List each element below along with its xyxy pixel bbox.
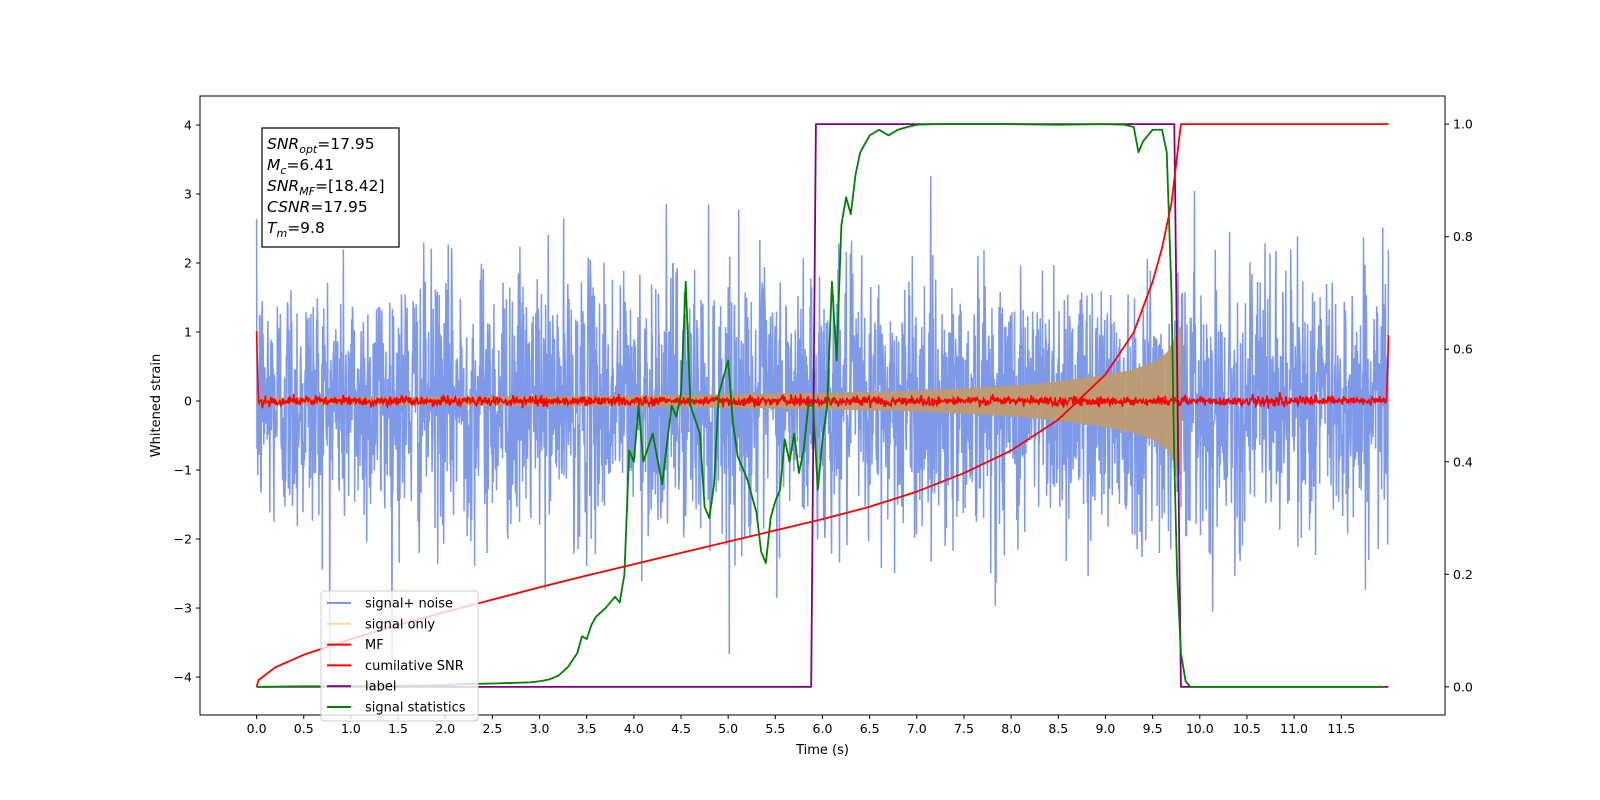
annotation-line: Mc=6.41 [267,156,334,177]
y2-tick-label: 0.6 [1453,342,1473,357]
x-tick-label: 3.0 [530,721,550,736]
y-tick-label: 4 [184,117,192,132]
legend-entry-label: signal+ noise [365,597,453,612]
annotation-line: SNRMF=[18.42] [267,177,385,198]
legend-entry-label: signal only [365,617,435,632]
annotation-box-frame [261,127,400,248]
x-tick-label: 8.0 [1001,721,1021,736]
legend-entry-label: label [365,680,396,695]
y-tick-label: −2 [174,532,192,547]
x-tick-label: 5.0 [718,721,738,736]
x-tick-label: 1.0 [341,721,361,736]
x-tick-label: 3.5 [577,721,597,736]
x-tick-label: 0.0 [247,721,267,736]
y-tick-label: 1 [184,325,192,340]
x-tick-label: 7.5 [954,721,974,736]
stats-annotation-box: SNRopt=17.95Mc=6.41SNRMF=[18.42]CSNR=17.… [261,127,400,248]
x-tick-label: 4.5 [671,721,691,736]
legend-entry-label: signal statistics [365,701,466,716]
legend-entry-label: MF [365,638,384,653]
y-axis-label: Whitened strain [149,354,164,457]
x-tick-label: 10.5 [1233,721,1261,736]
x-tick-label: 11.5 [1327,721,1355,736]
legend-entry-label: cumilative SNR [365,659,464,674]
x-tick-label: 7.0 [907,721,927,736]
y-tick-label: −1 [174,463,192,478]
y2-tick-label: 0.2 [1453,567,1473,582]
x-tick-label: 8.5 [1048,721,1068,736]
annotation-line: Tm=9.8 [267,219,325,240]
x-tick-label: 2.5 [482,721,502,736]
x-tick-label: 6.5 [860,721,880,736]
x-tick-label: 5.5 [765,721,785,736]
x-tick-label: 0.5 [294,721,314,736]
annotation-line: CSNR=17.95 [267,198,368,216]
y2-tick-label: 0.4 [1453,454,1473,469]
x-axis-label: Time (s) [795,743,849,758]
x-tick-label: 10.0 [1186,721,1214,736]
x-tick-label: 1.5 [388,721,408,736]
x-tick-label: 11.0 [1280,721,1308,736]
legend-frame [320,590,479,722]
y-tick-label: 2 [184,255,192,270]
y2-tick-label: 0.8 [1453,229,1473,244]
y-tick-label: −4 [174,670,192,685]
x-tick-label: 6.0 [813,721,833,736]
y2-tick-label: 1.0 [1453,117,1473,132]
x-tick-label: 4.0 [624,721,644,736]
series-mf-line [255,331,1390,410]
y2-tick-label: 0.0 [1453,679,1473,694]
annotation-line: SNRopt=17.95 [267,135,375,156]
y-tick-label: 3 [184,186,192,201]
x-tick-label: 9.0 [1096,721,1116,736]
series-signal-statistics-line [256,123,1384,688]
x-tick-label: 2.0 [435,721,455,736]
x-tick-label: 9.5 [1143,721,1163,736]
y-tick-label: −3 [174,601,192,616]
series-signal-noise-line [255,176,1390,671]
legend: signal+ noise signal only MF cumilative SNR… [320,590,479,722]
y-tick-label: 0 [184,394,192,409]
